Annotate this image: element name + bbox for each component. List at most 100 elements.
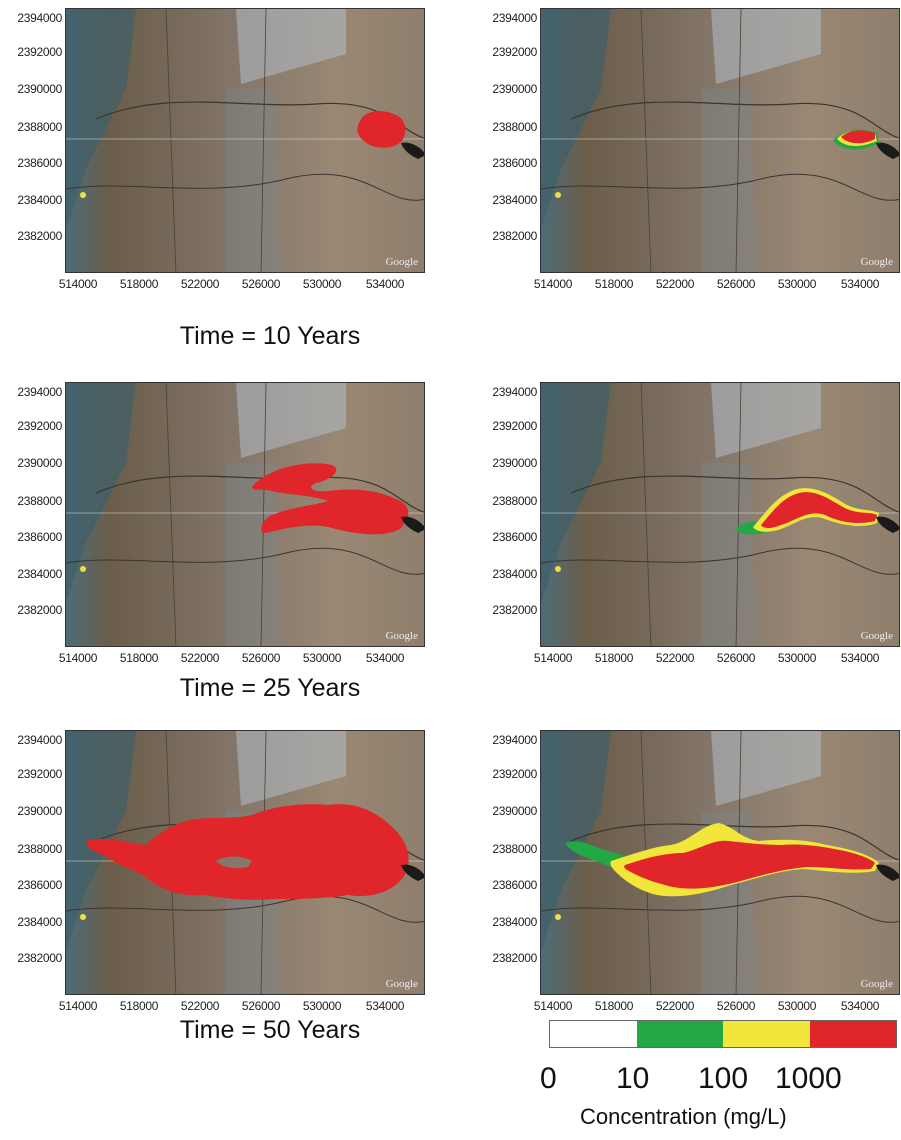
- x-tick-label: 518000: [119, 277, 159, 291]
- x-tick-label: 522000: [655, 277, 695, 291]
- map-panel-50y-left: Google: [0, 722, 425, 995]
- y-tick-label: 2388000: [492, 842, 537, 856]
- y-tick-label: 2382000: [17, 603, 62, 617]
- x-tick-label: 514000: [533, 277, 573, 291]
- x-tick-label: 518000: [594, 651, 634, 665]
- concentration-colorbar: [549, 1020, 897, 1048]
- satellite-map: Google: [65, 730, 425, 995]
- y-tick-label: 2392000: [492, 45, 537, 59]
- y-tick-label: 2382000: [492, 951, 537, 965]
- plume-red: [841, 130, 875, 144]
- legend-swatch-yellow: [723, 1021, 810, 1047]
- plume-red: [357, 111, 406, 148]
- y-tick-label: 2386000: [17, 878, 62, 892]
- x-tick-label: 518000: [119, 999, 159, 1013]
- legend-swatch-green: [636, 1021, 723, 1047]
- map-panel-25y-right: Google: [475, 374, 900, 647]
- y-tick-label: 2382000: [17, 229, 62, 243]
- y-tick-label: 2386000: [492, 530, 537, 544]
- x-tick-label: 526000: [716, 999, 756, 1013]
- y-tick-label: 2384000: [492, 915, 537, 929]
- legend-label-10: 10: [616, 1062, 650, 1095]
- time-label: Time = 50 Years: [179, 1016, 361, 1044]
- google-watermark: Google: [385, 978, 418, 990]
- x-tick-label: 522000: [180, 277, 220, 291]
- source-black: [876, 864, 899, 881]
- map-panel-25y-left: Google: [0, 374, 425, 647]
- map-panel-10y-right: Google: [475, 0, 900, 273]
- legend-swatch-white: [550, 1021, 637, 1047]
- y-tick-label: 2384000: [17, 915, 62, 929]
- y-tick-label: 2382000: [17, 951, 62, 965]
- satellite-map: Google: [65, 382, 425, 647]
- x-tick-label: 526000: [241, 999, 281, 1013]
- x-tick-label: 518000: [119, 651, 159, 665]
- y-tick-label: 2394000: [492, 11, 537, 25]
- y-tick-label: 2384000: [17, 193, 62, 207]
- x-tick-label: 534000: [840, 277, 880, 291]
- map-panel-50y-right: Google: [475, 722, 900, 995]
- x-tick-label: 522000: [655, 999, 695, 1013]
- y-tick-label: 2388000: [17, 120, 62, 134]
- x-tick-label: 526000: [241, 651, 281, 665]
- x-tick-label: 530000: [777, 999, 817, 1013]
- y-tick-label: 2394000: [17, 11, 62, 25]
- legend-label-0: 0: [540, 1062, 557, 1095]
- source-black: [401, 864, 424, 881]
- satellite-map: Google: [65, 8, 425, 273]
- x-tick-label: 514000: [58, 999, 98, 1013]
- legend-title: Concentration (mg/L): [580, 1104, 787, 1129]
- y-tick-label: 2388000: [17, 842, 62, 856]
- time-label: Time = 25 Years: [179, 674, 361, 702]
- x-tick-label: 534000: [365, 277, 405, 291]
- x-tick-label: 530000: [302, 277, 342, 291]
- legend-swatch-red: [809, 1021, 896, 1047]
- source-black: [401, 142, 424, 159]
- y-tick-label: 2386000: [492, 878, 537, 892]
- source-black: [401, 516, 424, 533]
- source-black: [876, 142, 899, 159]
- x-tick-label: 518000: [594, 277, 634, 291]
- x-tick-label: 514000: [58, 651, 98, 665]
- google-watermark: Google: [385, 256, 418, 268]
- x-tick-label: 534000: [840, 999, 880, 1013]
- x-tick-label: 530000: [302, 651, 342, 665]
- y-tick-label: 2382000: [492, 603, 537, 617]
- plume-red: [761, 492, 877, 528]
- x-tick-label: 534000: [365, 999, 405, 1013]
- y-tick-label: 2386000: [17, 530, 62, 544]
- y-tick-label: 2384000: [492, 567, 537, 581]
- y-tick-label: 2386000: [492, 156, 537, 170]
- y-tick-label: 2394000: [17, 385, 62, 399]
- y-tick-label: 2394000: [492, 385, 537, 399]
- y-tick-label: 2394000: [17, 733, 62, 747]
- satellite-map: Google: [540, 730, 900, 995]
- x-tick-label: 530000: [777, 651, 817, 665]
- y-tick-label: 2390000: [17, 804, 62, 818]
- x-tick-label: 522000: [655, 651, 695, 665]
- plume-red: [86, 804, 409, 900]
- y-tick-label: 2390000: [17, 82, 62, 96]
- x-tick-label: 534000: [840, 651, 880, 665]
- y-tick-label: 2392000: [17, 45, 62, 59]
- y-tick-label: 2388000: [17, 494, 62, 508]
- y-tick-label: 2390000: [492, 456, 537, 470]
- y-tick-label: 2392000: [17, 419, 62, 433]
- y-tick-label: 2390000: [17, 456, 62, 470]
- x-tick-label: 526000: [241, 277, 281, 291]
- time-label: Time = 10 Years: [179, 322, 361, 350]
- plume-red: [624, 840, 875, 889]
- y-tick-label: 2388000: [492, 120, 537, 134]
- x-tick-label: 514000: [533, 999, 573, 1013]
- x-tick-label: 518000: [594, 999, 634, 1013]
- y-tick-label: 2392000: [492, 419, 537, 433]
- y-tick-label: 2388000: [492, 494, 537, 508]
- x-tick-label: 526000: [716, 651, 756, 665]
- y-tick-label: 2384000: [492, 193, 537, 207]
- google-watermark: Google: [860, 978, 893, 990]
- y-tick-label: 2384000: [17, 567, 62, 581]
- satellite-map: Google: [540, 382, 900, 647]
- y-tick-label: 2392000: [492, 767, 537, 781]
- map-panel-10y-left: Google: [0, 0, 425, 273]
- x-tick-label: 530000: [777, 277, 817, 291]
